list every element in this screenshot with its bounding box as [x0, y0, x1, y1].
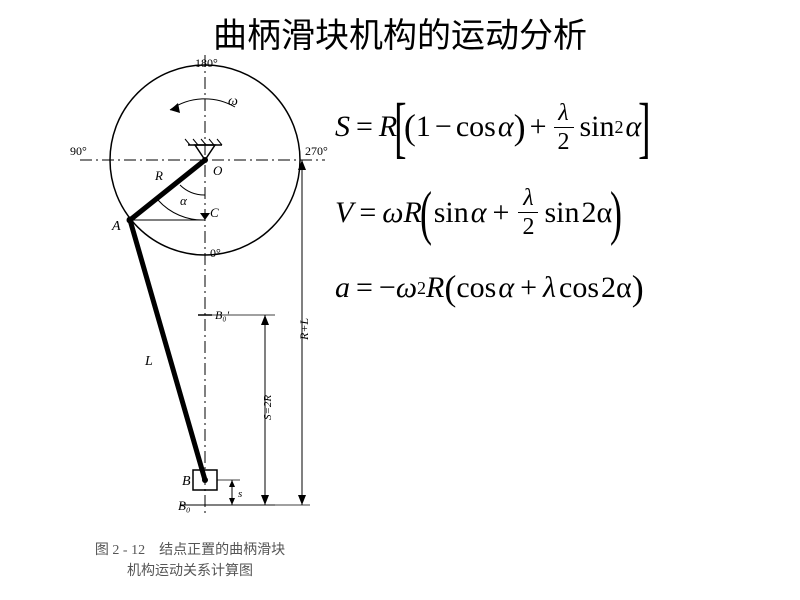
dim-s-arrow-b — [229, 498, 235, 505]
label-R: R — [154, 168, 163, 183]
sin: sin — [580, 110, 615, 144]
caption-line1: 图 2 - 12 结点正置的曲柄滑块 — [95, 543, 285, 558]
two: 2 — [518, 212, 538, 239]
frac-lambda-2: λ 2 — [518, 186, 538, 239]
var-V: V — [335, 196, 353, 230]
sin: sin — [434, 196, 469, 230]
rparen: ) — [514, 111, 526, 143]
eq: = — [356, 271, 373, 305]
label-s: s — [238, 488, 242, 500]
rparen: ) — [610, 189, 622, 237]
label-C: C — [210, 205, 219, 220]
dim-RL-arrow-bot — [298, 495, 306, 505]
label-A: A — [111, 219, 121, 234]
formula-a: a = − ω 2 R ( cos α + λ cos 2α ) — [335, 271, 790, 305]
minus: − — [435, 110, 452, 144]
sup2: 2 — [615, 117, 624, 138]
two-alpha: 2α — [601, 271, 632, 305]
lambda: λ — [519, 186, 537, 212]
alpha1: α — [471, 196, 487, 230]
formula-V: V = ω R ( sin α + λ 2 sin 2α ) — [335, 186, 790, 239]
var-S: S — [335, 110, 350, 144]
dim-S2R-arrow-top — [261, 315, 269, 325]
lparen: ( — [420, 189, 432, 237]
two: 2 — [554, 127, 574, 154]
cos: cos — [456, 110, 496, 144]
lparen: ( — [444, 272, 456, 304]
label-180: 180° — [195, 56, 218, 70]
crank-OA — [130, 160, 205, 220]
label-90: 90° — [70, 144, 87, 158]
alpha1: α — [498, 271, 514, 305]
label-B0: B₀ — [178, 498, 190, 513]
label-270: 270° — [305, 144, 328, 158]
omega: ω — [382, 196, 403, 230]
formula-block: S = R [ ( 1 − cos α ) + λ 2 sin 2 α ] V … — [335, 100, 790, 337]
dim-s-arrow-t — [229, 480, 235, 487]
caption-line2: 机构运动关系计算图 — [127, 564, 253, 579]
label-alpha: α — [180, 193, 188, 208]
lambda: λ — [543, 271, 556, 305]
alpha-arrowhead — [200, 213, 210, 220]
coef-R: R — [426, 271, 444, 305]
one: 1 — [416, 110, 431, 144]
page-title: 曲柄滑块机构的运动分析 — [0, 8, 800, 57]
sup2: 2 — [417, 278, 426, 299]
omega-arc — [170, 99, 235, 110]
var-a: a — [335, 271, 350, 305]
dim-S2R-arrow-bot — [261, 495, 269, 505]
label-O: O — [213, 163, 223, 178]
alpha1: α — [498, 110, 514, 144]
plus: + — [493, 196, 510, 230]
omega: ω — [396, 271, 417, 305]
eq: = — [356, 110, 373, 144]
rparen: ) — [632, 272, 644, 304]
mechanism-diagram: 90° 180° 270° 0° ω O α R A C L B₀' B B₀ — [30, 55, 330, 535]
label-omega: ω — [228, 94, 238, 109]
plus: + — [520, 271, 537, 305]
figure-caption: 图 2 - 12 结点正置的曲柄滑块 机构运动关系计算图 — [60, 540, 320, 582]
lbracket: [ — [394, 100, 406, 154]
neg: − — [379, 271, 396, 305]
formula-S: S = R [ ( 1 − cos α ) + λ 2 sin 2 α ] — [335, 100, 790, 154]
rbracket: ] — [638, 100, 650, 154]
rod-AB — [130, 220, 205, 480]
cos: cos — [456, 271, 496, 305]
cos2: cos — [559, 271, 599, 305]
label-L: L — [144, 354, 153, 369]
two-alpha: 2α — [581, 196, 612, 230]
eq: = — [359, 196, 376, 230]
frac-lambda-2: λ 2 — [554, 101, 574, 154]
label-S2R: S=2R — [262, 395, 274, 420]
point-B — [202, 477, 208, 483]
label-B: B — [182, 474, 191, 489]
label-RL: R+L — [297, 318, 311, 341]
plus: + — [530, 110, 547, 144]
pivot-symbol — [185, 139, 222, 160]
sin2: sin — [544, 196, 579, 230]
label-0: 0° — [210, 246, 221, 260]
lambda: λ — [554, 101, 572, 127]
